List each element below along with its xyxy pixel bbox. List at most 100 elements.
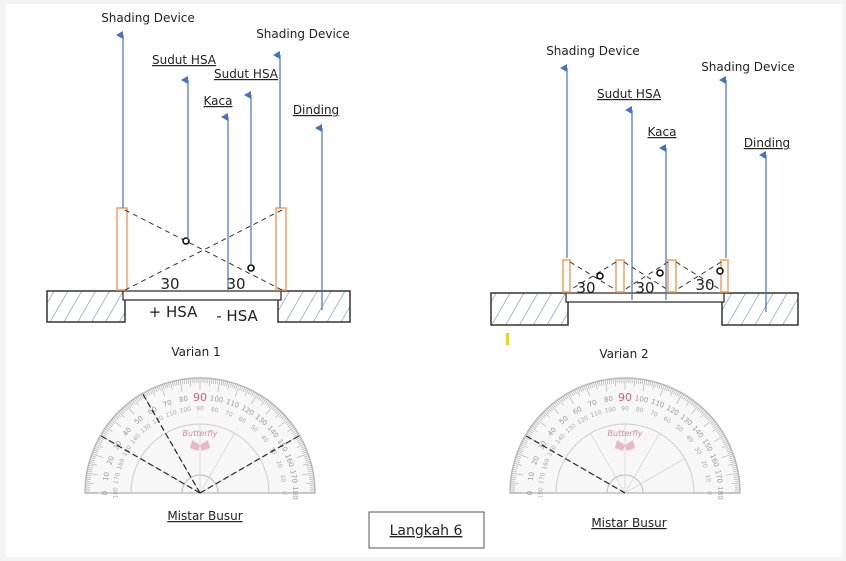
protractor-tick: [681, 394, 685, 399]
protractor-tick: [226, 381, 229, 387]
protractor-tick: [524, 436, 529, 440]
protractor-tick: [565, 394, 569, 399]
protractor-tick: [734, 478, 740, 480]
protractor-tick: [552, 403, 557, 408]
protractor-tick: [723, 442, 729, 446]
protractor-tick: [94, 447, 99, 451]
protractor-tick: [642, 379, 646, 392]
protractor-tick: [514, 459, 520, 462]
protractor-ray: [590, 433, 626, 494]
protractor-tick: [307, 466, 313, 469]
scale-label: 170: [538, 472, 547, 485]
protractor-tick: [583, 385, 586, 391]
protractor-tick: [555, 400, 560, 406]
caption: Mistar Busur: [591, 516, 666, 530]
scale-label: 100: [209, 394, 224, 404]
scale-label: 160: [541, 458, 552, 471]
protractor-tick: [660, 384, 663, 390]
protractor-tick: [513, 462, 522, 466]
protractor-tick: [286, 421, 291, 426]
scale-label: 20: [105, 455, 116, 466]
protractor-tick: [104, 428, 109, 432]
protractor-tick: [90, 457, 96, 460]
label: Dinding: [744, 136, 790, 150]
protractor-tick: [89, 459, 95, 462]
protractor-tick: [86, 476, 92, 478]
scale-label: 50: [249, 424, 259, 434]
protractor-tick: [528, 430, 533, 434]
protractor-tick: [308, 476, 314, 478]
label: Dinding: [293, 103, 339, 117]
protractor-tick: [585, 384, 591, 397]
glass: [122, 290, 282, 301]
protractor-tick: [291, 428, 296, 432]
protractor-tick: [722, 440, 728, 444]
protractor-tick: [732, 466, 738, 469]
protractor-tick: [544, 410, 549, 415]
protractor-tick: [94, 445, 100, 449]
protractor-tick: [160, 384, 166, 397]
angle-label: 30: [695, 276, 714, 294]
point: [596, 272, 604, 280]
protractor-tick: [304, 457, 310, 460]
scale-label: 70: [587, 398, 598, 409]
protractor-tick: [600, 380, 603, 386]
protractor-tick: [296, 453, 309, 459]
protractor-tick: [598, 380, 601, 386]
protractor-tick: [189, 378, 191, 387]
protractor-tick: [560, 397, 564, 402]
protractor-tick: [265, 404, 275, 415]
protractor-tick: [602, 380, 605, 386]
protractor-tick: [88, 462, 97, 466]
point: [716, 267, 724, 275]
protractor-tick: [296, 438, 302, 442]
protractor-tick: [85, 480, 91, 482]
protractor-tick: [151, 388, 156, 397]
protractor-tick: [535, 420, 540, 425]
protractor-tick: [175, 380, 178, 386]
protractor-tick: [303, 462, 312, 466]
protractor-tick: [734, 480, 740, 482]
protractor-tick: [133, 398, 139, 406]
step-label: Langkah 6: [390, 523, 463, 539]
protractor-tick: [683, 395, 687, 400]
protractor-tick: [707, 417, 712, 422]
protractor-tick: [137, 396, 141, 401]
shading-device: [562, 259, 571, 293]
protractor-tick: [233, 383, 236, 389]
protractor-tick: [716, 428, 721, 432]
protractor-tick: [610, 378, 612, 384]
protractor-tick: [275, 411, 282, 418]
shading-device: [615, 259, 625, 293]
protractor-tick: [543, 411, 550, 418]
protractor-tick: [98, 438, 104, 442]
label: Kaca: [648, 125, 677, 139]
angle-label: 30: [226, 275, 245, 293]
protractor-tick: [510, 478, 516, 480]
varian-2: Shading Device Sudut HSA Kaca Shading De…: [490, 44, 799, 361]
protractor-tick: [527, 431, 532, 435]
protractor-tick: [725, 445, 731, 449]
scale-label: 180: [291, 486, 299, 499]
protractor-tick: [140, 394, 144, 399]
protractor-tick: [95, 444, 104, 449]
protractor-tick: [231, 382, 234, 388]
brand: Butterfly: [183, 429, 218, 438]
protractor-tick: [296, 444, 305, 449]
protractor-tick: [242, 387, 246, 392]
angle-line: [141, 393, 201, 494]
protractor-tick: [726, 447, 731, 451]
protractor-tick: [550, 404, 560, 415]
protractor-tick: [542, 412, 547, 417]
protractor-tick: [658, 383, 661, 389]
protractor-tick: [211, 378, 213, 384]
protractor-tick: [179, 379, 183, 392]
protractor-tick: [676, 391, 680, 397]
protractor-tick: [294, 433, 299, 437]
protractor-tick: [519, 445, 525, 449]
wall: [277, 290, 351, 323]
protractor-tick: [169, 381, 173, 390]
protractor-tick: [127, 403, 132, 408]
protractor-tick: [731, 464, 737, 467]
protractor-tick: [733, 476, 739, 478]
